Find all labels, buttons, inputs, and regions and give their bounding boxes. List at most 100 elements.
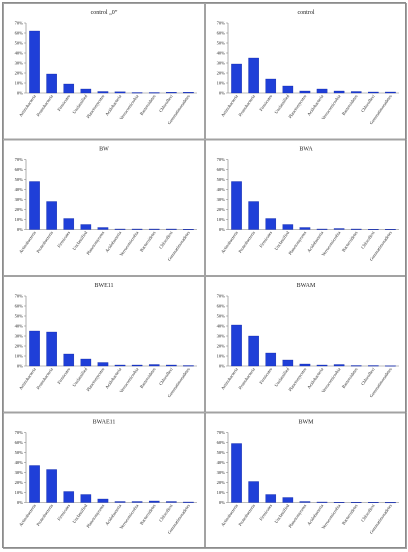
bar-actinobacteria: [29, 30, 40, 94]
y-tick-label: 20%: [217, 344, 226, 349]
x-tick-label: Bacteroidetes: [139, 230, 157, 253]
bar-chloroflexi: [368, 365, 379, 367]
bar-firmicutes: [63, 83, 75, 94]
x-tick-label: Bacteroidetes: [341, 366, 359, 389]
y-tick-label: 50%: [15, 314, 24, 319]
y-tick-label: 70%: [217, 294, 226, 299]
x-tick-label: Planctomycetes: [287, 93, 307, 119]
x-tick-label: Verrucomicrobia: [320, 230, 341, 257]
bar-bacteroidetes: [148, 364, 160, 367]
x-tick-label: Acidobacteria: [104, 503, 122, 526]
panel-frame: [3, 412, 205, 549]
y-tick-label: 40%: [217, 460, 226, 465]
x-tick-label: Verrucomicrobia: [118, 503, 139, 530]
x-tick-label: Proteobacteria: [35, 230, 54, 254]
bar-proteobacteria: [46, 331, 57, 367]
y-tick-label: 0%: [219, 364, 225, 369]
bar-firmicutes: [63, 353, 75, 367]
y-tick-label: 50%: [15, 450, 24, 455]
bar-verrucomicrobia: [131, 228, 143, 230]
x-tick-label: Proteobacteria: [237, 230, 256, 254]
y-tick-label: 40%: [15, 460, 24, 465]
x-tick-label: Verrucomicrobia: [320, 367, 341, 394]
y-tick-label: 40%: [217, 187, 226, 192]
bar-unclassified: [80, 88, 92, 94]
chart-title: control: [298, 10, 315, 16]
x-tick-label: Proteobacteria: [237, 503, 256, 527]
bar-chloroflexi: [166, 92, 177, 94]
y-tick-label: 20%: [217, 71, 226, 76]
bar-unclassified: [282, 85, 294, 94]
bar-acidobacteria: [114, 91, 126, 94]
chart-panel-1: control „0” 0% 10% 20% 30% 40% 50% 60% 70% Actino…: [3, 3, 205, 140]
y-tick-label: 60%: [217, 304, 226, 309]
x-tick-label: Acidobacteria: [104, 367, 122, 390]
x-tick-label: Proteobacteria: [35, 94, 54, 118]
y-tick-label: 60%: [15, 167, 24, 172]
bar-actinobacteria: [231, 181, 242, 230]
bar-proteobacteria: [248, 57, 259, 94]
bar-actinobacteria: [29, 465, 40, 503]
panel-frame: [205, 3, 407, 140]
bar-gemmatimonadetes: [385, 229, 396, 230]
y-tick-label: 0%: [17, 364, 23, 369]
x-tick-label: Bacteroidetes: [341, 230, 359, 253]
bar-bacteroidetes: [350, 502, 362, 503]
x-tick-label: Planctomycetes: [287, 503, 307, 529]
bar-actinobacteria: [231, 63, 242, 94]
x-tick-label: Bacteroidetes: [341, 503, 359, 526]
bar-unclassified: [80, 494, 92, 503]
x-tick-label: Proteobacteria: [237, 94, 256, 118]
chart-panel-5: BWE11 0% 10% 20% 30% 40% 50% 60% 70% Actinobacter…: [3, 276, 205, 413]
x-tick-label: Proteobacteria: [35, 503, 54, 527]
bar-gemmatimonadetes: [183, 501, 194, 503]
y-tick-label: 10%: [15, 354, 24, 359]
chart-panel-2: control 0% 10% 20% 30% 40% 50% 60% 70% Actinobact…: [205, 3, 407, 140]
bar-unclassified: [282, 224, 294, 230]
x-tick-label: Actinobacteria: [220, 94, 239, 118]
chart-title: BWA: [299, 147, 313, 153]
x-tick-label: Bacteroidetes: [139, 503, 157, 526]
bar-unclassified: [282, 497, 294, 503]
y-tick-label: 70%: [15, 294, 24, 299]
x-tick-label: Acidobacteria: [104, 94, 122, 117]
y-tick-label: 40%: [217, 324, 226, 329]
y-tick-label: 30%: [217, 197, 226, 202]
y-tick-label: 20%: [217, 480, 226, 485]
y-tick-label: 10%: [15, 81, 24, 86]
panel-frame: [205, 412, 407, 549]
bar-actinobacteria: [231, 443, 242, 503]
x-tick-label: Proteobacteria: [35, 367, 54, 391]
chart-title: BW: [99, 147, 109, 153]
bar-gemmatimonadetes: [385, 502, 396, 504]
x-tick-label: Acidobacteria: [306, 230, 324, 253]
bar-acidobacteria: [316, 88, 328, 94]
x-tick-label: Chloroflexi: [360, 366, 376, 386]
x-tick-label: Unclassified: [71, 503, 88, 525]
y-tick-label: 40%: [15, 324, 24, 329]
x-tick-label: Chloroflexi: [158, 503, 174, 523]
bar-bacteroidetes: [350, 365, 362, 367]
bar-verrucomicrobia: [333, 228, 345, 230]
x-tick-label: Verrucomicrobia: [320, 503, 341, 530]
y-tick-label: 0%: [17, 227, 23, 232]
x-tick-label: Bacteroidetes: [139, 366, 157, 389]
x-tick-label: Unclassified: [71, 230, 88, 252]
x-tick-label: Unclassified: [71, 93, 88, 115]
x-tick-label: Firmicutes: [258, 93, 273, 111]
x-tick-label: Firmicutes: [258, 230, 273, 248]
bar-acidobacteria: [114, 501, 126, 503]
bar-proteobacteria: [46, 201, 57, 230]
x-tick-label: Firmicutes: [56, 93, 71, 111]
y-tick-label: 20%: [15, 344, 24, 349]
y-tick-label: 50%: [217, 41, 226, 46]
y-tick-label: 10%: [217, 354, 226, 359]
x-tick-label: Chloroflexi: [158, 230, 174, 250]
y-tick-label: 30%: [15, 61, 24, 66]
panel-grid: control „0” 0% 10% 20% 30% 40% 50% 60% 70% Actino…: [3, 3, 407, 549]
x-tick-label: Unclassified: [273, 503, 290, 525]
x-tick-label: Proteobacteria: [237, 367, 256, 391]
x-tick-label: Acidobacteria: [306, 503, 324, 526]
y-tick-label: 40%: [15, 187, 24, 192]
bar-unclassified: [80, 358, 92, 367]
